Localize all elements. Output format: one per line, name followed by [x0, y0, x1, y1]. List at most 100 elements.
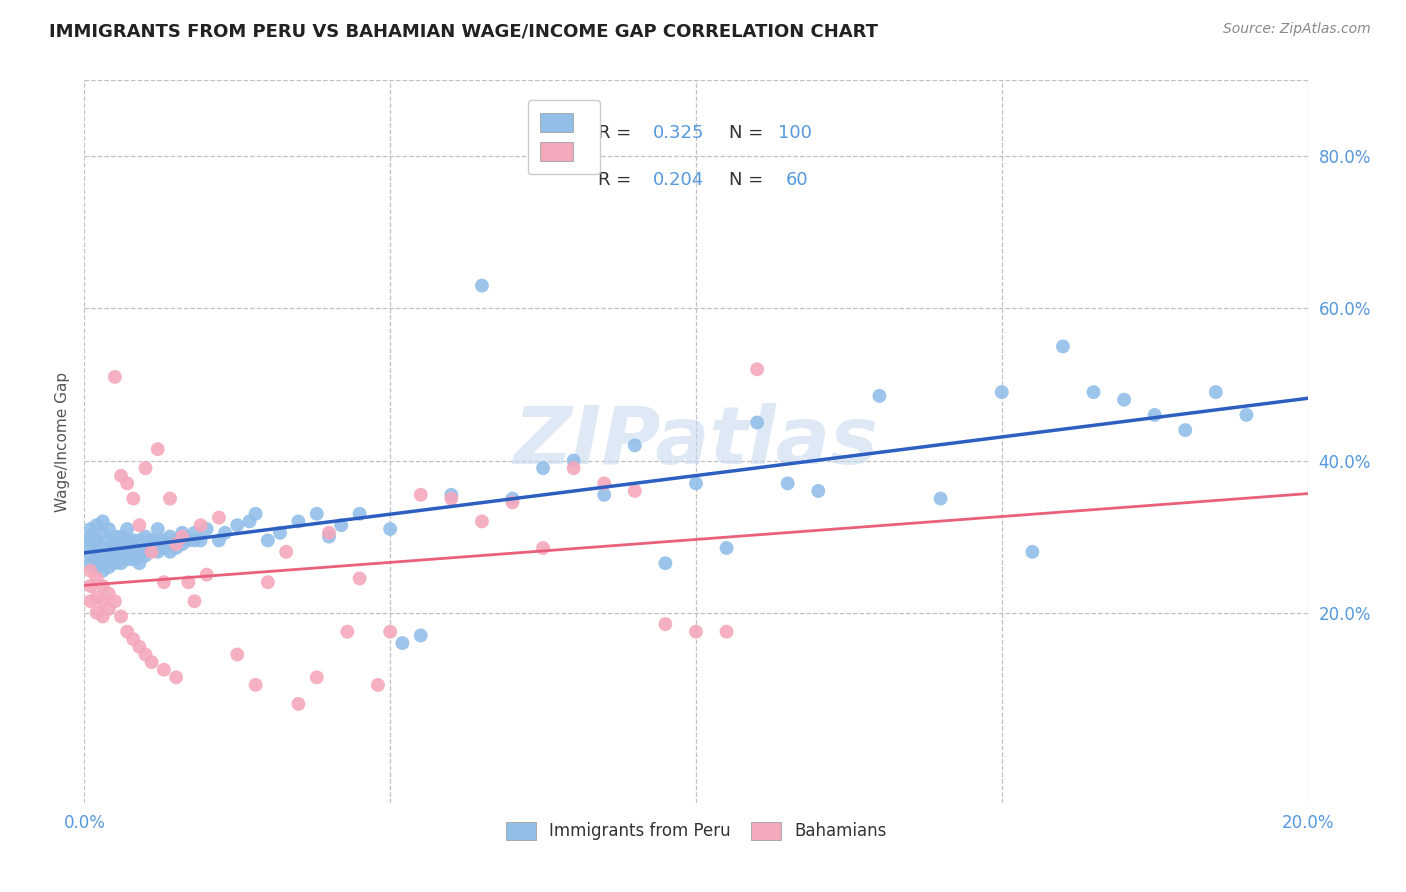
- Point: [122, 541, 145, 555]
- Point: [318, 525, 340, 540]
- Point: [624, 483, 647, 498]
- Text: ZIPatlas: ZIPatlas: [513, 402, 879, 481]
- Point: [1114, 392, 1136, 407]
- Point: [110, 549, 132, 563]
- Point: [115, 533, 138, 548]
- Point: [1021, 545, 1043, 559]
- Point: [1236, 408, 1258, 422]
- Point: [91, 549, 114, 563]
- Point: [1143, 408, 1166, 422]
- Point: [440, 491, 463, 506]
- Point: [440, 488, 463, 502]
- Point: [1052, 339, 1074, 353]
- Point: [135, 648, 157, 662]
- Point: [79, 594, 101, 608]
- Point: [79, 549, 101, 563]
- Point: [471, 515, 494, 529]
- Point: [165, 541, 187, 555]
- Point: [91, 556, 114, 570]
- Point: [409, 628, 432, 642]
- Point: [91, 515, 114, 529]
- Point: [305, 670, 328, 684]
- Point: [91, 564, 114, 578]
- Point: [257, 575, 280, 590]
- Point: [593, 476, 616, 491]
- Point: [349, 571, 371, 585]
- Point: [208, 533, 231, 548]
- Point: [159, 545, 181, 559]
- Point: [502, 491, 524, 506]
- Point: [257, 533, 280, 548]
- Point: [1083, 385, 1105, 400]
- Point: [336, 624, 359, 639]
- Point: [287, 515, 309, 529]
- Text: Source: ZipAtlas.com: Source: ZipAtlas.com: [1223, 22, 1371, 37]
- Point: [165, 670, 187, 684]
- Point: [86, 545, 108, 559]
- Point: [172, 525, 194, 540]
- Point: [409, 488, 432, 502]
- Point: [269, 525, 291, 540]
- Point: [195, 567, 218, 582]
- Point: [86, 606, 108, 620]
- Point: [146, 522, 169, 536]
- Point: [776, 476, 799, 491]
- Point: [146, 533, 169, 548]
- Point: [115, 552, 138, 566]
- Point: [195, 522, 218, 536]
- Point: [86, 533, 108, 548]
- Point: [226, 648, 249, 662]
- Point: [115, 541, 138, 555]
- Point: [122, 533, 145, 548]
- Point: [654, 556, 676, 570]
- Point: [1174, 423, 1197, 437]
- Point: [91, 525, 114, 540]
- Point: [624, 438, 647, 452]
- Point: [305, 507, 328, 521]
- Point: [685, 624, 707, 639]
- Point: [97, 552, 120, 566]
- Point: [208, 510, 231, 524]
- Point: [115, 522, 138, 536]
- Point: [502, 495, 524, 509]
- Point: [380, 624, 402, 639]
- Point: [471, 278, 494, 293]
- Point: [79, 564, 101, 578]
- Point: [159, 491, 181, 506]
- Point: [929, 491, 952, 506]
- Point: [110, 541, 132, 555]
- Text: 100: 100: [778, 124, 811, 142]
- Point: [391, 636, 413, 650]
- Point: [177, 533, 200, 548]
- Point: [128, 556, 150, 570]
- Point: [716, 624, 738, 639]
- Point: [153, 533, 176, 548]
- Point: [141, 541, 163, 555]
- Point: [531, 461, 554, 475]
- Point: [135, 549, 157, 563]
- Legend: Immigrants from Peru, Bahamians: Immigrants from Peru, Bahamians: [498, 814, 894, 848]
- Point: [654, 617, 676, 632]
- Point: [172, 530, 194, 544]
- Point: [86, 518, 108, 533]
- Point: [214, 525, 236, 540]
- Point: [79, 533, 101, 548]
- Point: [869, 389, 891, 403]
- Point: [165, 537, 187, 551]
- Point: [135, 461, 157, 475]
- Point: [104, 549, 127, 563]
- Point: [226, 518, 249, 533]
- Point: [79, 541, 101, 555]
- Point: [238, 515, 260, 529]
- Point: [685, 476, 707, 491]
- Point: [146, 545, 169, 559]
- Point: [153, 541, 176, 555]
- Point: [245, 507, 267, 521]
- Point: [91, 594, 114, 608]
- Point: [380, 522, 402, 536]
- Point: [562, 453, 585, 467]
- Point: [115, 476, 138, 491]
- Point: [141, 545, 163, 559]
- Point: [122, 632, 145, 647]
- Point: [165, 533, 187, 548]
